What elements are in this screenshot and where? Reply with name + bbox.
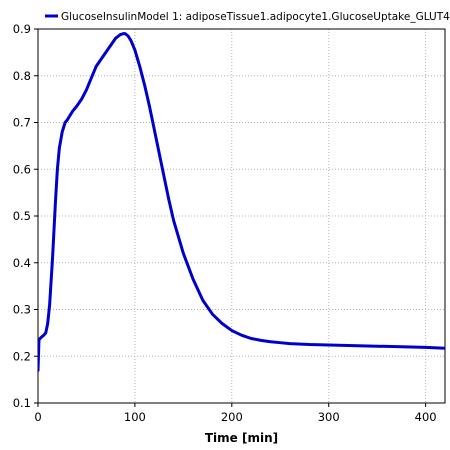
legend-label: GlucoseInsulinModel 1: adiposeTissue1.ad… <box>61 11 450 23</box>
y-tick-label: 0.3 <box>13 303 31 317</box>
y-tick-label: 0.1 <box>13 396 31 410</box>
x-tick-label: 100 <box>124 410 146 424</box>
y-tick-label: 0.4 <box>13 256 31 270</box>
grid-layer <box>38 29 445 403</box>
x-tick-label: 400 <box>415 410 437 424</box>
y-tick-label: 0.7 <box>13 116 31 130</box>
x-tick-label: 200 <box>221 410 243 424</box>
y-tick-label: 0.5 <box>13 209 31 223</box>
series-layer <box>38 32 445 372</box>
x-axis-title: Time [min] <box>205 431 278 445</box>
x-tick-label: 0 <box>34 410 41 424</box>
y-tick-label: 0.6 <box>13 162 31 176</box>
y-tick-label: 0.8 <box>13 69 31 83</box>
axis-layer: 0.1 0.2 0.3 0.4 0.5 0.6 0.7 0.8 0.9 0 100 200 300 400 <box>13 22 437 424</box>
y-tick-label: 0.2 <box>13 349 31 363</box>
series-line <box>38 32 445 372</box>
legend[interactable]: GlucoseInsulinModel 1: adiposeTissue1.ad… <box>45 11 450 23</box>
x-tick-label: 300 <box>318 410 340 424</box>
y-tick-label: 0.9 <box>13 22 31 36</box>
